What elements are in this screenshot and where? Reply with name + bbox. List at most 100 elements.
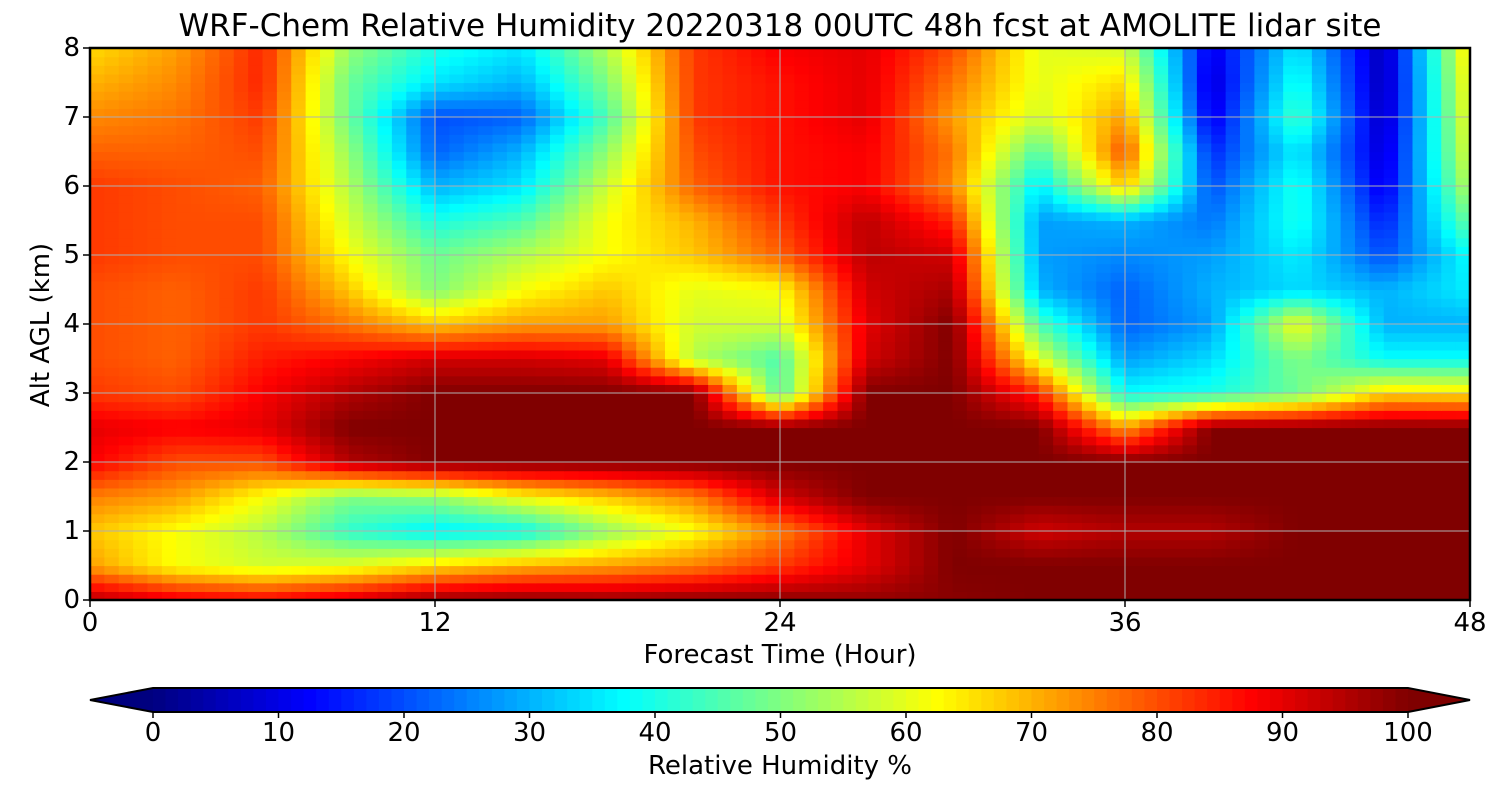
heatmap-cell — [1168, 462, 1184, 472]
heatmap-cell — [463, 263, 479, 273]
heatmap-cell — [621, 513, 637, 523]
heatmap-cell — [348, 203, 364, 213]
heatmap-cell — [751, 306, 767, 316]
heatmap-cell — [1254, 591, 1270, 600]
heatmap-cell — [1096, 479, 1112, 489]
heatmap-cell — [938, 505, 954, 515]
heatmap-cell — [348, 341, 364, 351]
heatmap-cell — [679, 237, 695, 247]
heatmap-cell — [880, 194, 896, 204]
heatmap-cell — [665, 246, 680, 256]
heatmap-cell — [665, 229, 680, 239]
heatmap-cell — [1182, 349, 1198, 360]
heatmap-cell — [1268, 427, 1284, 437]
heatmap-cell — [276, 315, 292, 325]
heatmap-cell — [1355, 548, 1370, 558]
heatmap-cell — [1369, 513, 1385, 523]
heatmap-cell — [506, 280, 522, 291]
heatmap-cell — [1110, 444, 1126, 454]
heatmap-cell — [363, 246, 379, 256]
heatmap-cell — [478, 306, 494, 316]
heatmap-cell — [550, 229, 565, 239]
heatmap-cell — [147, 349, 163, 360]
heatmap-cell — [305, 306, 321, 316]
heatmap-cell — [823, 220, 839, 230]
heatmap-cell — [248, 168, 264, 178]
heatmap-cell — [449, 246, 465, 256]
heatmap-cell — [765, 324, 781, 334]
heatmap-cell — [276, 280, 292, 291]
heatmap-cell — [406, 186, 422, 196]
heatmap-cell — [636, 280, 652, 291]
heatmap-cell — [1297, 177, 1313, 187]
heatmap-cell — [535, 315, 551, 325]
heatmap-cell — [736, 315, 752, 325]
heatmap-cell — [780, 315, 795, 325]
heatmap-cell — [1139, 410, 1155, 420]
heatmap-cell — [1139, 418, 1155, 429]
heatmap-cell — [751, 453, 767, 463]
heatmap-cell — [837, 574, 853, 584]
heatmap-cell — [1211, 298, 1227, 308]
heatmap-cell — [1081, 462, 1097, 472]
heatmap-cell — [348, 556, 364, 567]
heatmap-cell — [765, 505, 781, 515]
heatmap-cell — [765, 341, 781, 351]
heatmap-cell — [104, 358, 120, 368]
heatmap-cell — [147, 505, 163, 515]
heatmap-cell — [751, 384, 767, 394]
heatmap-cell — [449, 427, 465, 437]
heatmap-cell — [1024, 487, 1040, 498]
heatmap-cell — [1067, 531, 1083, 541]
heatmap-cell — [1355, 168, 1370, 178]
heatmap-cell — [1168, 194, 1184, 204]
heatmap-cell — [794, 367, 810, 377]
heatmap-cell — [679, 436, 695, 446]
heatmap-cell — [607, 565, 623, 575]
heatmap-cell — [621, 496, 637, 506]
heatmap-cell — [708, 375, 724, 385]
heatmap-cell — [621, 548, 637, 558]
heatmap-cell — [736, 470, 752, 480]
heatmap-cell — [291, 453, 307, 463]
heatmap-cell — [363, 436, 379, 446]
heatmap-cell — [708, 367, 724, 377]
heatmap-cell — [578, 341, 594, 351]
heatmap-cell — [1225, 479, 1241, 489]
heatmap-cell — [233, 556, 249, 567]
heatmap-cell — [550, 444, 565, 454]
heatmap-cell — [363, 393, 379, 403]
heatmap-cell — [377, 436, 393, 446]
heatmap-cell — [190, 574, 206, 584]
heatmap-cell — [621, 263, 637, 273]
heatmap-cell — [578, 211, 594, 222]
heatmap-cell — [1110, 255, 1126, 265]
heatmap-cell — [952, 582, 968, 592]
heatmap-cell — [550, 582, 565, 592]
heatmap-cell — [1398, 462, 1414, 472]
heatmap-cell — [1010, 255, 1025, 265]
heatmap-cell — [334, 505, 350, 515]
heatmap-cell — [1125, 462, 1140, 472]
heatmap-cell — [593, 574, 609, 584]
heatmap-cell — [291, 341, 307, 351]
heatmap-cell — [866, 324, 882, 334]
heatmap-cell — [133, 531, 149, 541]
heatmap-cell — [780, 418, 795, 429]
heatmap-cell — [1053, 168, 1069, 178]
heatmap-cell — [736, 332, 752, 342]
heatmap-cell — [1383, 401, 1399, 411]
heatmap-cell — [995, 203, 1011, 213]
heatmap-cell — [923, 324, 939, 334]
heatmap-cell — [1125, 237, 1140, 247]
heatmap-cell — [866, 393, 882, 403]
heatmap-cell — [909, 220, 925, 230]
heatmap-cell — [1125, 548, 1140, 558]
heatmap-cell — [1125, 306, 1140, 316]
heatmap-cell — [909, 375, 925, 385]
heatmap-cell — [1211, 315, 1227, 325]
heatmap-cell — [506, 211, 522, 222]
heatmap-cell — [1326, 582, 1342, 592]
heatmap-cell — [1024, 324, 1040, 334]
heatmap-cell — [1340, 556, 1356, 567]
